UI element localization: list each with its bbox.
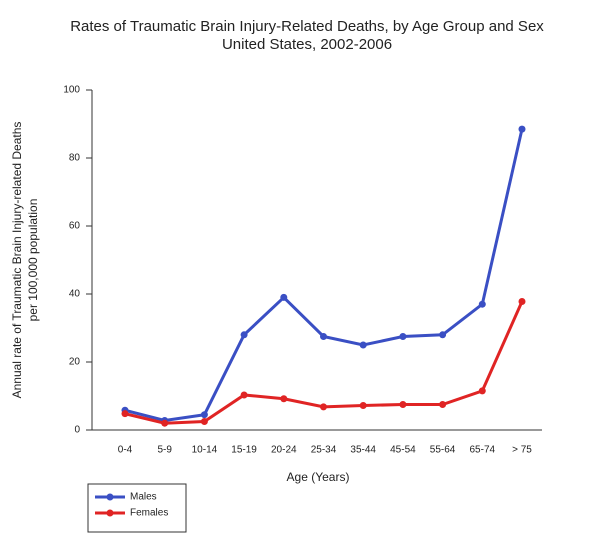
- x-axis-label: Age (Years): [287, 470, 350, 484]
- data-point: [439, 401, 447, 408]
- data-point: [320, 403, 327, 411]
- data-point: [359, 341, 367, 349]
- y-tick-label: 40: [69, 289, 81, 300]
- chart-title: Rates of Traumatic Brain Injury-Related …: [70, 18, 544, 35]
- legend-label: Females: [130, 508, 168, 519]
- y-tick-label: 0: [74, 425, 80, 436]
- data-point: [439, 331, 447, 339]
- data-point: [280, 293, 288, 301]
- series-line: [124, 128, 524, 423]
- x-tick-label: 5-9: [157, 445, 172, 456]
- x-tick-label: 55-64: [430, 445, 456, 456]
- x-tick-label: 35-44: [350, 445, 376, 456]
- x-tick-label: 65-74: [470, 445, 496, 456]
- data-point: [280, 395, 288, 403]
- y-axis-label: Annual rate of Traumatic Brain Injury-re…: [10, 122, 24, 399]
- data-point: [121, 410, 129, 418]
- data-point: [399, 401, 407, 408]
- legend-marker: [106, 493, 114, 501]
- x-tick-label: 20-24: [271, 445, 297, 456]
- data-point: [200, 418, 208, 425]
- x-tick-label: > 75: [512, 445, 532, 456]
- data-point: [518, 297, 526, 305]
- legend-marker: [106, 509, 114, 517]
- x-tick-label: 0-4: [118, 445, 133, 456]
- data-point: [478, 387, 486, 395]
- legend-box: [87, 483, 187, 533]
- data-point: [200, 411, 208, 419]
- y-tick-label: 60: [69, 221, 81, 232]
- y-tick-label: 80: [69, 153, 81, 164]
- data-point: [359, 402, 367, 410]
- data-point: [478, 300, 486, 308]
- y-axis-label: per 100,000 population: [26, 199, 40, 322]
- y-tick-label: 100: [63, 85, 80, 96]
- data-point: [399, 333, 407, 340]
- legend-label: Males: [130, 492, 157, 503]
- data-point: [161, 419, 169, 427]
- x-tick-label: 45-54: [390, 445, 416, 456]
- x-tick-label: 15-19: [231, 445, 257, 456]
- x-tick-label: 25-34: [311, 445, 337, 456]
- chart-subtitle: United States, 2002-2006: [222, 36, 392, 53]
- data-point: [320, 333, 327, 340]
- y-tick-label: 20: [69, 357, 81, 368]
- x-tick-label: 10-14: [192, 445, 218, 456]
- data-point: [240, 391, 248, 399]
- data-point: [240, 331, 248, 339]
- data-point: [518, 125, 526, 133]
